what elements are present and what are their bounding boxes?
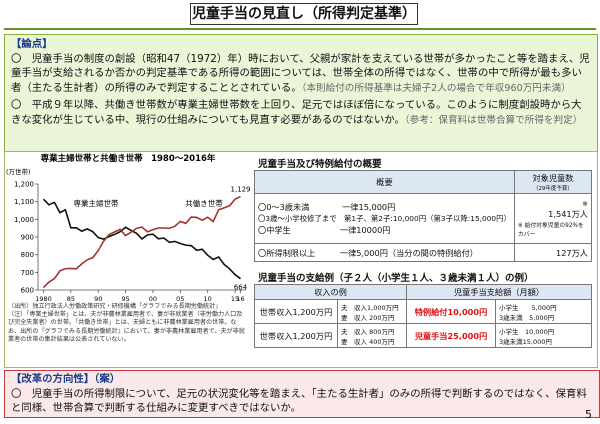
column-header: 対象児童数 （29年度予算） xyxy=(513,170,593,194)
overview-item: 〇所得制限以上 一律5,000円（当分の間の特例給付） xyxy=(258,247,478,258)
paragraph-text: 〇 児童手当の制度の創設（昭和47（1972）年）時において、父親が家計を支えて… xyxy=(11,52,590,94)
y-unit: (万世帯) xyxy=(6,167,31,176)
household-income: 世帯収入1,200万円 xyxy=(254,299,338,324)
series-line xyxy=(42,195,241,289)
breakdown: 小学生 5,000円 xyxy=(499,303,557,312)
benefit-breakdown: 小学生 5,000円 3歳未満 5,000円 xyxy=(495,299,592,324)
x-tick-label: 90 xyxy=(94,295,102,303)
benefit-breakdown: 小学生 10,000円 3歳未満15,000円 xyxy=(495,323,592,348)
y-tick-label: 900 xyxy=(21,234,34,242)
column-header: 収入の例 xyxy=(254,284,407,300)
y-tick-label: 600 xyxy=(21,287,34,295)
page-number: 5 xyxy=(585,408,592,421)
x-tick-label: 15 xyxy=(231,295,239,303)
income: 夫 収入 800万円 xyxy=(341,327,395,336)
reform-heading: 【改革の方向性】（案） xyxy=(11,373,121,385)
benefit-amount: 児童手当25,000円 xyxy=(406,323,496,348)
page-title: 児童手当の見直し（所得判定基準） xyxy=(190,3,418,25)
example-table: 収入の例 児童手当支給額（月額） 世帯収入1,200万円 夫 収入1,000万円… xyxy=(254,284,592,348)
benefit-amount: 特例給付10,000円 xyxy=(406,299,496,324)
paragraph-text: 〇 平成９年以降、共働き世帯数が専業主婦世帯数を上回り、足元ではほぼ倍になってい… xyxy=(11,99,582,126)
column-header: 概要 xyxy=(254,170,515,194)
y-tick-label: 700 xyxy=(21,269,34,277)
reform-text: 〇 児童手当の所得制限について、足元の状況変化等を踏まえ、「主たる生計者」のみの… xyxy=(11,387,587,415)
x-tick-label: 05 xyxy=(176,295,184,303)
chart-source: （出所）独立行政法人労働政策研究・研修機構「グラフでみる長期労働統計」 xyxy=(8,303,222,310)
overview-count-cell: ※ 1,541万人 ※ 給付対象児童の92%をカバー xyxy=(513,193,593,244)
issue-heading: 【論点】 xyxy=(11,38,53,50)
y-tick-label: 1,000 xyxy=(14,216,34,224)
income-split: 夫 収入 800万円妻 収入 400万円 xyxy=(337,323,407,348)
overview-item: 〇中学生 一律10000円 xyxy=(258,225,391,235)
issue-box: 【論点】 〇 児童手当の制度の創設（昭和47（1972）年）時において、父親が家… xyxy=(4,34,598,152)
series-name: 共働き世帯 xyxy=(185,198,223,208)
overview-item: 〇0～3歳未満 一律15,000円 xyxy=(258,202,396,212)
chart-title: 専業主婦世帯と共働き世帯 1980～2016年 xyxy=(41,153,216,164)
income: 夫 収入1,000万円 xyxy=(341,303,399,312)
child-count: 1,541万人 xyxy=(548,208,588,219)
count-mark: ※ xyxy=(582,199,588,208)
issue-paragraph: 〇 平成９年以降、共働き世帯数が専業主婦世帯数を上回り、足元ではほぼ倍になってい… xyxy=(11,98,591,128)
overview-table: 概要 対象児童数 （29年度予算） 〇0～3歳未満 一律15,000円 〇3歳～小… xyxy=(254,170,593,262)
end-label: 1,129 xyxy=(231,186,250,194)
column-note: （29年度予算） xyxy=(532,186,573,192)
title-rule xyxy=(4,28,596,30)
x-tick-label: 10 xyxy=(204,295,212,303)
x-tick-label: 16 xyxy=(236,295,244,303)
x-tick-label: 85 xyxy=(67,295,75,303)
overview-item: 〇3歳～小学校修了まで 第1子、第2子:10,000円（第3子以降:15,000… xyxy=(258,214,511,223)
breakdown: 3歳未満15,000円 xyxy=(499,337,552,346)
series-line xyxy=(42,198,242,280)
breakdown: 小学生 10,000円 xyxy=(499,327,555,336)
income: 妻 収入 400万円 xyxy=(341,337,395,346)
overview-items: 〇所得制限以上 一律5,000円（当分の間の特例給付） xyxy=(254,243,515,262)
middle-frame xyxy=(4,151,598,368)
x-tick-label: 95 xyxy=(121,295,129,303)
issue-paragraph: 〇 児童手当の制度の創設（昭和47（1972）年）時において、父親が家計を支えて… xyxy=(11,52,591,97)
income-split: 夫 収入1,000万円妻 収入 200万円 xyxy=(337,299,407,324)
y-tick-label: 800 xyxy=(21,251,34,259)
count-note: ※ 給付対象児童の92%をカバー xyxy=(517,222,584,238)
chart: 専業主婦世帯と共働き世帯 1980～2016年 (万世帯) 600 700 800 9… xyxy=(6,153,250,303)
reform-box: 【改革の方向性】（案） 〇 児童手当の所得制限について、足元の状況変化等を踏まえ… xyxy=(4,370,600,418)
chart-notes: （出所）独立行政法人労働政策研究・研修機構「グラフでみる長期労働統計」 （注）「… xyxy=(8,303,246,344)
x-tick-label: 1980 xyxy=(35,295,52,303)
column-header: 児童手当支給額（月額） xyxy=(406,284,592,300)
breakdown: 3歳未満 5,000円 xyxy=(499,313,555,322)
chart-note: （注）「専業主婦世帯」とは、夫が非農林業雇用者で、妻が非就業者（非労働力人口及び… xyxy=(8,311,245,343)
example-heading: 児童手当の支給例（子２人（小学生１人、３歳未満１人）の例） xyxy=(258,273,534,284)
income: 妻 収入 200万円 xyxy=(341,313,395,322)
y-tick-label: 1,100 xyxy=(14,198,34,206)
child-count: 127万人 xyxy=(513,243,593,262)
paragraph-note: （本則給付の所得基準は夫婦子2人の場合で年収960万円未満） xyxy=(301,82,571,94)
end-label: 664 xyxy=(234,284,248,292)
x-tick-label: 00 xyxy=(149,295,157,303)
y-tick-label: 1,200 xyxy=(14,181,34,189)
household-income: 世帯収入1,200万円 xyxy=(254,323,338,348)
overview-items: 〇0～3歳未満 一律15,000円 〇3歳～小学校修了まで 第1子、第2子:10… xyxy=(254,193,515,244)
overview-heading: 児童手当及び特例給付の概要 xyxy=(258,159,382,170)
column-header-text: 対象児童数 xyxy=(532,173,574,183)
series-name: 専業主婦世帯 xyxy=(74,198,119,208)
paragraph-note: （参考：保育料は世帯合算で所得を判定） xyxy=(404,114,583,126)
